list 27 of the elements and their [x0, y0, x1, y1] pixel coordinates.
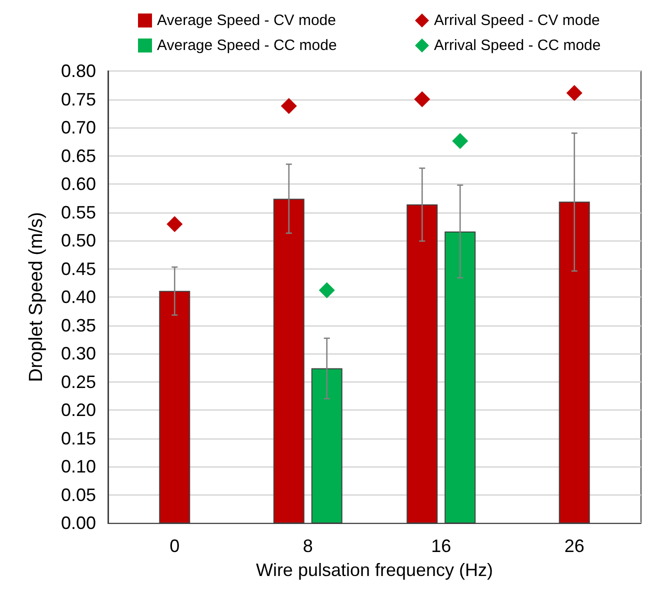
y-tick-label: 0.25 — [60, 372, 96, 392]
legend-label: Average Speed - CC mode — [157, 37, 337, 54]
x-tick-label: 26 — [564, 536, 584, 556]
legend-label: Arrival Speed - CC mode — [434, 37, 601, 54]
y-tick-label: 0.80 — [60, 61, 96, 81]
x-axis-title: Wire pulsation frequency (Hz) — [256, 560, 494, 580]
legend-label: Arrival Speed - CV mode — [434, 12, 600, 29]
y-tick-label: 0.05 — [60, 484, 96, 505]
y-tick-label: 0.65 — [60, 146, 96, 166]
y-tick-label: 0.10 — [60, 456, 96, 476]
y-tick-label: 0.15 — [60, 428, 96, 448]
y-tick-label: 0.55 — [60, 202, 96, 222]
y-tick-label: 0.75 — [60, 89, 96, 110]
y-axis-title: Droplet Speed (m/s) — [26, 212, 47, 382]
y-tick-label: 0.40 — [60, 287, 96, 307]
x-tick-label: 8 — [302, 536, 313, 556]
x-tick-label: 0 — [170, 536, 180, 556]
y-tick-label: 0.00 — [60, 513, 96, 533]
x-tick-label: 16 — [431, 536, 452, 556]
y-tick-label: 0.50 — [60, 230, 96, 250]
y-tick-label: 0.35 — [60, 315, 96, 336]
y-tick-label: 0.60 — [60, 174, 96, 194]
y-tick-label: 0.45 — [60, 258, 96, 279]
y-tick-label: 0.70 — [60, 118, 96, 138]
y-tick-label: 0.30 — [60, 344, 96, 364]
legend-label: Average Speed - CV mode — [157, 12, 336, 29]
y-tick-label: 0.20 — [60, 400, 96, 420]
